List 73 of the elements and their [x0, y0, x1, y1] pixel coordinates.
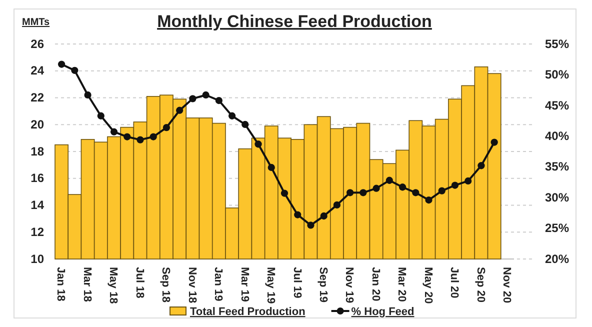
- x-tick-label: Jan 18: [54, 267, 67, 302]
- x-tick-label: May 20: [422, 267, 434, 304]
- point: [162, 124, 170, 132]
- point: [97, 112, 104, 120]
- point: [372, 184, 380, 192]
- y-tick-label: 20: [30, 117, 44, 132]
- point: [189, 95, 196, 102]
- y-axis-title: MMTs: [22, 17, 50, 28]
- point: [58, 60, 66, 68]
- y2-tick-label: 25%: [545, 221, 570, 236]
- y-tick-label: 24: [30, 64, 44, 78]
- point: [124, 133, 131, 140]
- point: [294, 211, 302, 218]
- point: [398, 184, 406, 191]
- x-tick-label: Jan 19: [212, 267, 224, 302]
- point: [84, 91, 92, 99]
- point: [110, 128, 118, 136]
- point: [451, 182, 459, 189]
- point: [425, 196, 432, 204]
- x-tick-label: Sep 18: [160, 267, 172, 302]
- point: [228, 112, 236, 120]
- y-tick-label: 18: [30, 144, 44, 158]
- point: [478, 162, 485, 170]
- x-tick-label: Sep 20: [474, 267, 486, 302]
- point: [280, 190, 288, 197]
- x-tick-label: Jan 20: [369, 267, 382, 302]
- point: [307, 222, 314, 229]
- legend-label: Total Feed Production: [190, 306, 306, 318]
- y-tick-label: 12: [30, 224, 44, 239]
- y2-tick-label: 40%: [545, 128, 570, 143]
- point: [202, 91, 210, 99]
- point: [386, 176, 393, 184]
- point: [71, 66, 78, 74]
- point: [268, 164, 275, 172]
- point: [136, 136, 144, 144]
- point: [412, 189, 420, 196]
- y2-tick-label: 30%: [545, 190, 570, 204]
- point: [346, 189, 354, 196]
- point: [464, 177, 472, 185]
- x-tick-label: May 18: [107, 267, 120, 304]
- y2-tick-label: 50%: [545, 68, 570, 82]
- x-tick-label: Jul 19: [290, 267, 303, 298]
- x-tick-label: May 19: [264, 267, 277, 304]
- point: [490, 138, 498, 146]
- x-tick-label: Nov 20: [500, 267, 513, 304]
- y-tick-label: 10: [30, 252, 44, 266]
- y-tick-label: 14: [30, 198, 44, 212]
- y-tick-label: 16: [30, 171, 44, 186]
- x-tick-label: Nov 19: [343, 267, 356, 304]
- point: [242, 120, 249, 128]
- x-tick-label: Mar 19: [238, 267, 250, 302]
- y2-tick-label: 45%: [545, 98, 570, 112]
- y-tick-label: 26: [30, 36, 44, 51]
- y-tick-label: 22: [30, 90, 44, 105]
- chart-title: Monthly Chinese Feed Production: [157, 12, 432, 31]
- x-tick-label: Nov 18: [186, 267, 198, 304]
- y2-tick-label: 55%: [545, 36, 570, 51]
- x-tick-label: Mar 20: [396, 267, 408, 302]
- point: [333, 201, 341, 209]
- point: [320, 212, 328, 220]
- x-tick-label: Sep 19: [316, 267, 329, 302]
- legend-label: % Hog Feed: [351, 306, 414, 318]
- point: [150, 133, 157, 140]
- point: [215, 96, 222, 104]
- x-tick-label: Jul 20: [448, 267, 460, 298]
- point: [254, 140, 262, 148]
- point: [360, 189, 367, 196]
- y2-tick-label: 20%: [545, 252, 570, 266]
- x-tick-label: Mar 18: [80, 267, 93, 302]
- point: [438, 187, 446, 194]
- point: [176, 106, 184, 114]
- y2-tick-label: 35%: [545, 160, 570, 174]
- x-tick-label: Jul 18: [133, 267, 146, 298]
